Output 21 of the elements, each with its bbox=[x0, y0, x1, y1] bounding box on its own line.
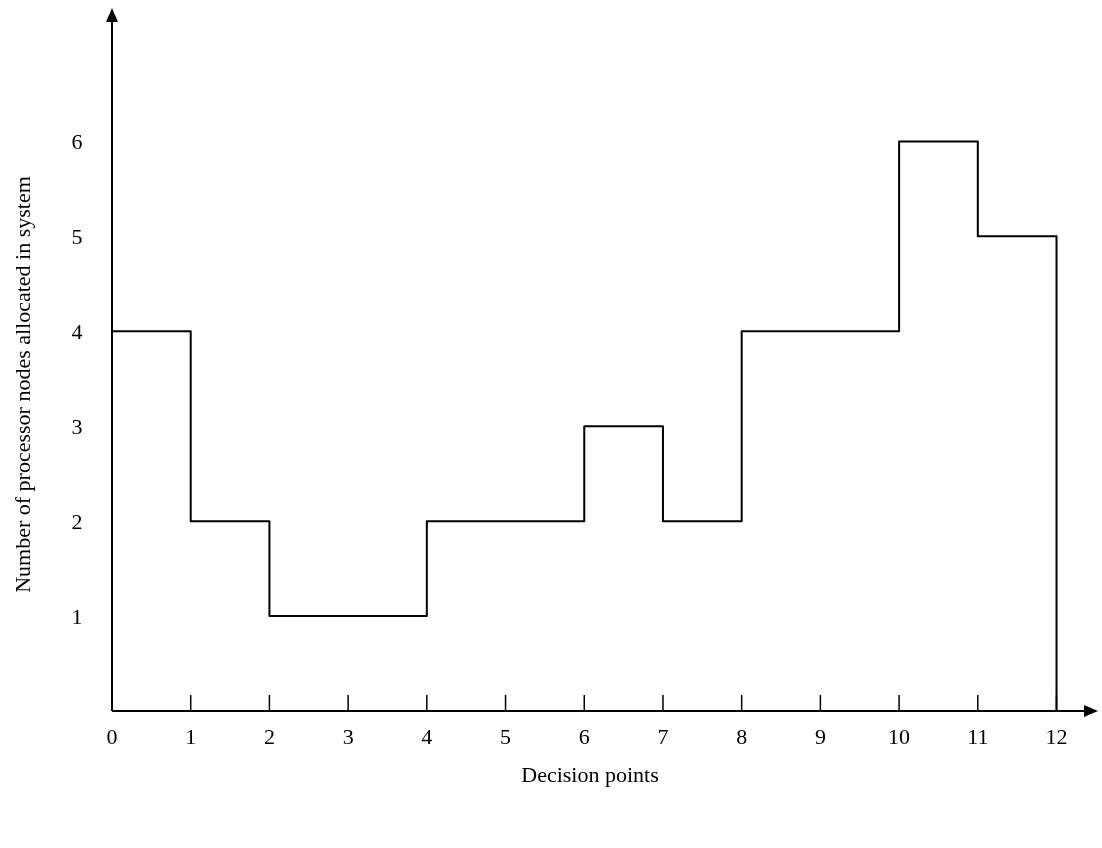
x-tick-label: 8 bbox=[736, 724, 748, 749]
x-tick-label: 0 bbox=[106, 724, 118, 749]
y-axis-title: Number of processor nodes allocated in system bbox=[10, 176, 35, 593]
y-tick-label: 1 bbox=[71, 604, 83, 630]
x-tick-label: 4 bbox=[421, 724, 433, 749]
y-tick-label: 6 bbox=[71, 129, 83, 155]
x-tick-label: 9 bbox=[814, 724, 826, 749]
y-tick-label: 2 bbox=[71, 509, 83, 535]
x-tick-label: 10 bbox=[888, 724, 911, 749]
x-tick-label: 1 bbox=[185, 724, 197, 749]
x-tick-label: 7 bbox=[657, 724, 669, 749]
x-tick-label: 5 bbox=[500, 724, 512, 749]
x-tick-label: 12 bbox=[1045, 724, 1068, 749]
x-tick-label: 11 bbox=[967, 724, 989, 749]
y-tick-label: 4 bbox=[71, 319, 83, 345]
x-axis-title: Decision points bbox=[521, 762, 659, 787]
x-tick-label: 3 bbox=[342, 724, 354, 749]
x-tick-label: 6 bbox=[578, 724, 590, 749]
x-tick-label: 2 bbox=[263, 724, 275, 749]
y-tick-label: 3 bbox=[71, 414, 83, 440]
y-tick-label: 5 bbox=[71, 224, 83, 250]
